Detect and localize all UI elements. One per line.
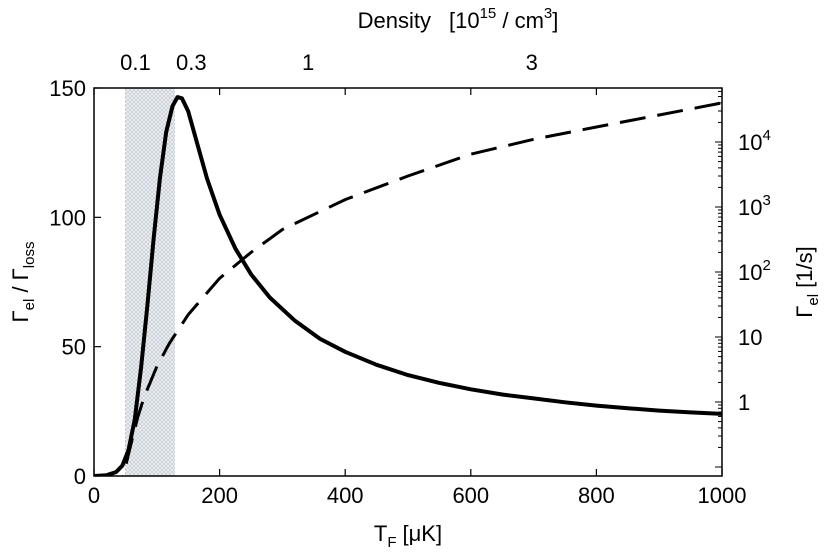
x-tick-label: 200: [201, 483, 238, 508]
y-right-tick-label: 103: [738, 192, 771, 220]
x-axis-ticks: 0 200 400 600 800 1000: [88, 88, 747, 508]
plot-frame: [93, 87, 723, 477]
top-axis-label: Density [1015 / cm3]: [358, 5, 559, 33]
y-right-tick-label: 104: [738, 127, 771, 155]
x-tick-label: 1000: [698, 483, 747, 508]
series-gamma-el-dashed-line: [122, 101, 722, 476]
y-right-axis-label: Γel [1/s]: [792, 246, 822, 318]
top-tick-label: 0.3: [176, 50, 207, 75]
top-tick-label: 0.1: [120, 50, 151, 75]
y-right-axis-ticks: 1 10 102 103 104: [715, 90, 771, 468]
y-left-tick-label: 0: [74, 464, 86, 489]
top-tick-label: 1: [302, 50, 314, 75]
x-tick-label: 0: [88, 483, 100, 508]
y-right-tick-label: 102: [738, 257, 771, 285]
y-left-tick-label: 50: [62, 335, 86, 360]
x-tick-label: 800: [578, 483, 615, 508]
series-ratio-line: [94, 95, 722, 476]
x-tick-label: 600: [452, 483, 489, 508]
y-left-axis-ticks: 0 50 100 150: [49, 76, 101, 489]
y-right-tick-label: 1: [738, 390, 750, 415]
x-tick-label: 400: [327, 483, 364, 508]
top-axis-ticks: 0.1 0.3 1 3: [120, 50, 538, 75]
top-tick-label: 3: [526, 50, 538, 75]
y-left-tick-label: 150: [49, 76, 86, 101]
x-axis-label: TF [μK]: [374, 521, 442, 551]
y-right-tick-label: 10: [738, 325, 762, 350]
y-left-axis-label: Γel / Γloss: [8, 242, 38, 323]
y-left-tick-label: 100: [49, 205, 86, 230]
